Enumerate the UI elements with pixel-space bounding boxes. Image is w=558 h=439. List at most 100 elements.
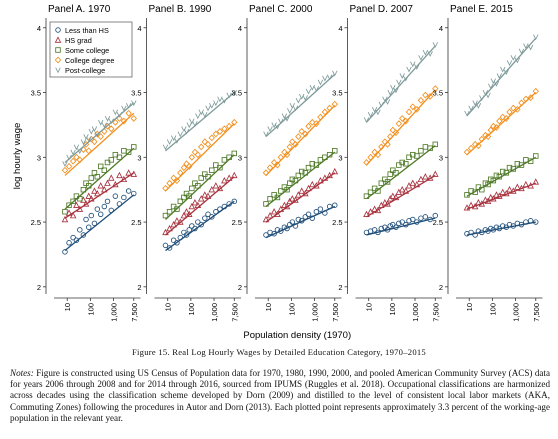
x-tick-label: 100: [388, 303, 397, 316]
fit-line: [64, 194, 135, 252]
data-point: [73, 144, 80, 151]
data-point: [192, 225, 198, 232]
data-point: [384, 140, 391, 148]
series-hs_grad: [262, 167, 339, 223]
data-point: [371, 205, 378, 212]
data-point: [487, 126, 494, 134]
data-point: [384, 227, 391, 233]
data-point: [488, 83, 494, 90]
data-point: [518, 221, 525, 228]
data-point: [390, 84, 396, 91]
data-point: [496, 225, 503, 232]
legend-marker: [54, 56, 62, 64]
data-point: [91, 220, 98, 227]
data-point: [221, 157, 228, 163]
y-tick-label: 4: [37, 24, 41, 33]
data-point: [88, 128, 95, 135]
data-point: [332, 202, 338, 208]
x-tick-label: 7,500: [331, 303, 340, 322]
data-point: [66, 154, 72, 161]
data-point: [198, 175, 204, 181]
series-some_college: [162, 150, 237, 220]
data-point: [321, 174, 329, 181]
fit-line: [265, 105, 336, 176]
legend-label: College degree: [65, 56, 115, 65]
data-point: [125, 102, 132, 109]
data-point: [170, 174, 177, 182]
y-tick-label: 3.5: [232, 89, 242, 98]
data-point: [298, 218, 305, 224]
data-point: [374, 151, 382, 159]
data-point: [201, 191, 209, 198]
data-point: [131, 144, 137, 150]
x-tick-label: 10: [164, 303, 173, 311]
data-point: [518, 162, 525, 168]
data-point: [503, 224, 510, 230]
data-point: [226, 92, 232, 99]
data-point: [77, 148, 83, 155]
data-point: [177, 131, 183, 138]
data-point: [195, 113, 201, 120]
data-point: [396, 79, 402, 86]
data-point: [162, 228, 169, 236]
data-point: [503, 189, 510, 197]
data-point: [274, 194, 281, 201]
data-point: [230, 171, 238, 179]
data-point: [104, 122, 111, 130]
data-point: [500, 66, 506, 73]
data-point: [432, 85, 439, 93]
data-point: [422, 49, 429, 56]
data-point: [85, 147, 92, 155]
data-point: [472, 232, 478, 238]
data-point: [121, 148, 127, 154]
y-tick-label: 3.5: [433, 89, 443, 98]
data-point: [189, 185, 195, 192]
data-point: [295, 172, 302, 179]
data-point: [62, 161, 68, 168]
data-point: [499, 188, 507, 195]
data-point: [198, 143, 205, 151]
data-point: [326, 203, 333, 210]
data-point: [226, 201, 232, 207]
data-point: [514, 161, 521, 167]
data-point: [475, 102, 482, 109]
data-point: [183, 208, 190, 215]
data-point: [427, 51, 433, 57]
data-point: [387, 223, 393, 229]
data-point: [284, 225, 290, 232]
data-point: [518, 184, 525, 192]
data-point: [204, 192, 212, 199]
data-point: [162, 242, 169, 249]
y-tick-label: 2: [439, 283, 443, 292]
y-tick-label: 2: [37, 283, 41, 292]
data-point: [266, 164, 274, 172]
data-point: [125, 169, 132, 176]
series-hs_grad: [463, 178, 540, 211]
data-point: [523, 43, 529, 50]
data-point: [393, 170, 399, 176]
x-tick-label: 10: [63, 303, 72, 311]
fit-line: [366, 145, 436, 200]
data-point: [485, 181, 491, 188]
series-hs_grad: [61, 169, 138, 223]
data-point: [396, 220, 402, 227]
data-point: [112, 118, 119, 126]
x-tick-label: 100: [86, 303, 95, 316]
data-point: [313, 208, 320, 215]
data-point: [292, 140, 299, 148]
data-point: [101, 167, 108, 173]
panel-title: Panel A. 1970: [48, 4, 111, 15]
data-point: [378, 101, 384, 108]
x-tick-label: 100: [287, 303, 296, 316]
data-point: [101, 122, 107, 129]
data-point: [395, 120, 403, 128]
data-point: [262, 215, 270, 223]
data-point: [475, 142, 482, 150]
data-point: [309, 215, 315, 221]
data-point: [389, 126, 397, 134]
panel-3: Panel C. 2000 2 2.5 3 3.5 4 10 100 1,000 7,500: [232, 4, 342, 322]
data-point: [503, 170, 510, 176]
data-point: [174, 240, 180, 246]
data-point: [472, 189, 478, 195]
series-college_degree: [162, 118, 238, 192]
